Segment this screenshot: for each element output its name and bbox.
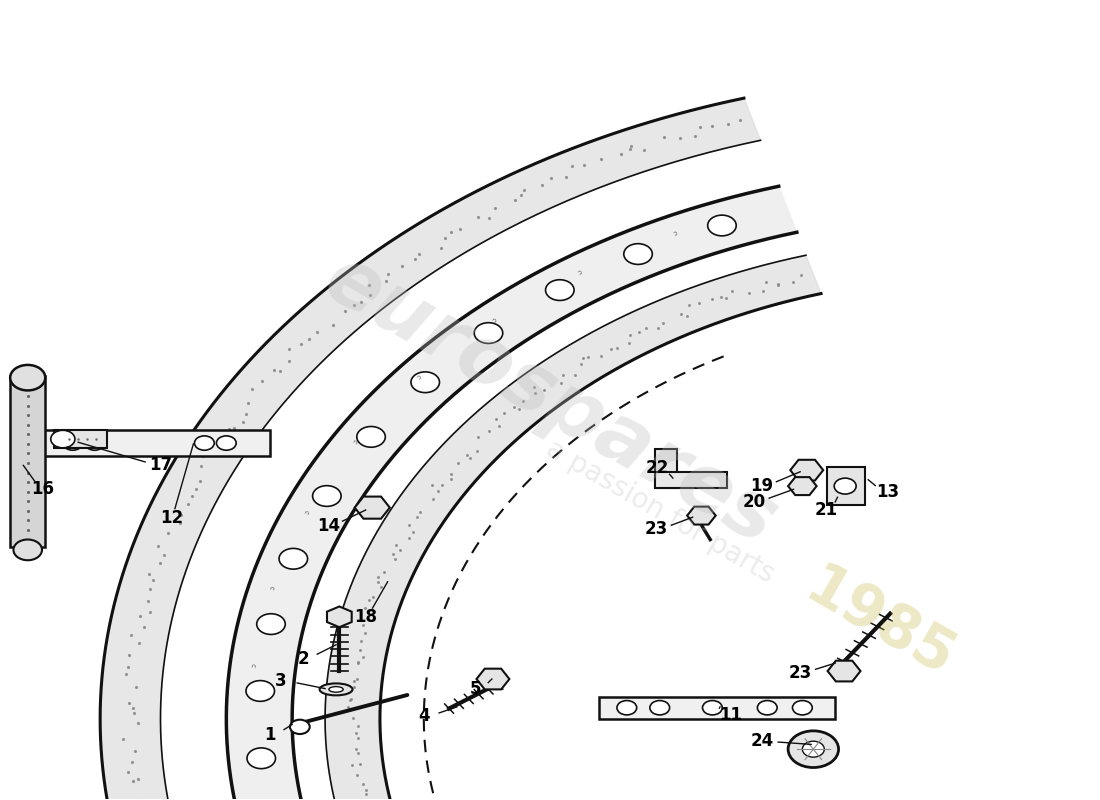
Circle shape bbox=[217, 436, 236, 450]
Text: 5: 5 bbox=[470, 679, 481, 698]
Circle shape bbox=[624, 244, 652, 265]
Polygon shape bbox=[100, 98, 760, 800]
Text: c: c bbox=[351, 438, 359, 444]
Text: 18: 18 bbox=[354, 608, 377, 626]
FancyBboxPatch shape bbox=[656, 450, 678, 488]
Text: 14: 14 bbox=[317, 517, 340, 535]
Circle shape bbox=[788, 731, 838, 767]
Circle shape bbox=[290, 720, 310, 734]
Circle shape bbox=[758, 701, 777, 715]
Circle shape bbox=[195, 436, 214, 450]
Text: 1985: 1985 bbox=[794, 558, 964, 689]
Circle shape bbox=[63, 436, 82, 450]
Text: c: c bbox=[672, 228, 678, 235]
Circle shape bbox=[248, 748, 275, 769]
Circle shape bbox=[617, 701, 637, 715]
Text: 21: 21 bbox=[815, 501, 838, 519]
Circle shape bbox=[312, 486, 341, 506]
Text: 3: 3 bbox=[275, 672, 287, 690]
Text: 16: 16 bbox=[32, 480, 55, 498]
Text: c: c bbox=[301, 509, 309, 514]
Circle shape bbox=[13, 539, 42, 560]
Circle shape bbox=[411, 372, 440, 393]
Polygon shape bbox=[227, 186, 796, 800]
Circle shape bbox=[10, 365, 45, 390]
FancyBboxPatch shape bbox=[54, 430, 107, 448]
Text: 12: 12 bbox=[160, 509, 183, 527]
Text: c: c bbox=[490, 315, 497, 322]
Text: 4: 4 bbox=[418, 707, 430, 726]
Text: 11: 11 bbox=[719, 706, 742, 724]
Text: 23: 23 bbox=[645, 520, 668, 538]
FancyBboxPatch shape bbox=[600, 697, 835, 719]
Text: 2: 2 bbox=[297, 650, 309, 668]
FancyBboxPatch shape bbox=[10, 376, 45, 547]
FancyBboxPatch shape bbox=[826, 467, 865, 506]
Text: eurospares: eurospares bbox=[310, 239, 790, 561]
Circle shape bbox=[51, 430, 75, 448]
Text: 22: 22 bbox=[646, 458, 669, 477]
Text: 13: 13 bbox=[877, 482, 900, 501]
Text: 24: 24 bbox=[750, 732, 773, 750]
Text: 1: 1 bbox=[264, 726, 276, 744]
Circle shape bbox=[256, 614, 285, 634]
Circle shape bbox=[792, 701, 812, 715]
Circle shape bbox=[279, 548, 308, 569]
Circle shape bbox=[356, 426, 385, 447]
Ellipse shape bbox=[329, 686, 343, 692]
Text: 19: 19 bbox=[750, 477, 773, 495]
FancyBboxPatch shape bbox=[656, 472, 727, 488]
Circle shape bbox=[707, 215, 736, 236]
Circle shape bbox=[474, 322, 503, 343]
Circle shape bbox=[703, 701, 723, 715]
FancyBboxPatch shape bbox=[40, 430, 271, 456]
Polygon shape bbox=[326, 255, 821, 800]
Text: 23: 23 bbox=[789, 664, 812, 682]
Text: 20: 20 bbox=[742, 493, 766, 511]
Circle shape bbox=[834, 478, 856, 494]
Text: c: c bbox=[249, 662, 255, 667]
Circle shape bbox=[246, 681, 275, 702]
Text: c: c bbox=[415, 373, 421, 380]
Text: c: c bbox=[576, 267, 583, 274]
Text: 17: 17 bbox=[148, 456, 172, 474]
Circle shape bbox=[85, 436, 104, 450]
Text: c: c bbox=[267, 584, 274, 590]
Circle shape bbox=[650, 701, 670, 715]
Circle shape bbox=[802, 742, 824, 757]
Ellipse shape bbox=[320, 683, 352, 695]
Text: a passion for parts: a passion for parts bbox=[540, 434, 779, 589]
Circle shape bbox=[546, 280, 574, 301]
